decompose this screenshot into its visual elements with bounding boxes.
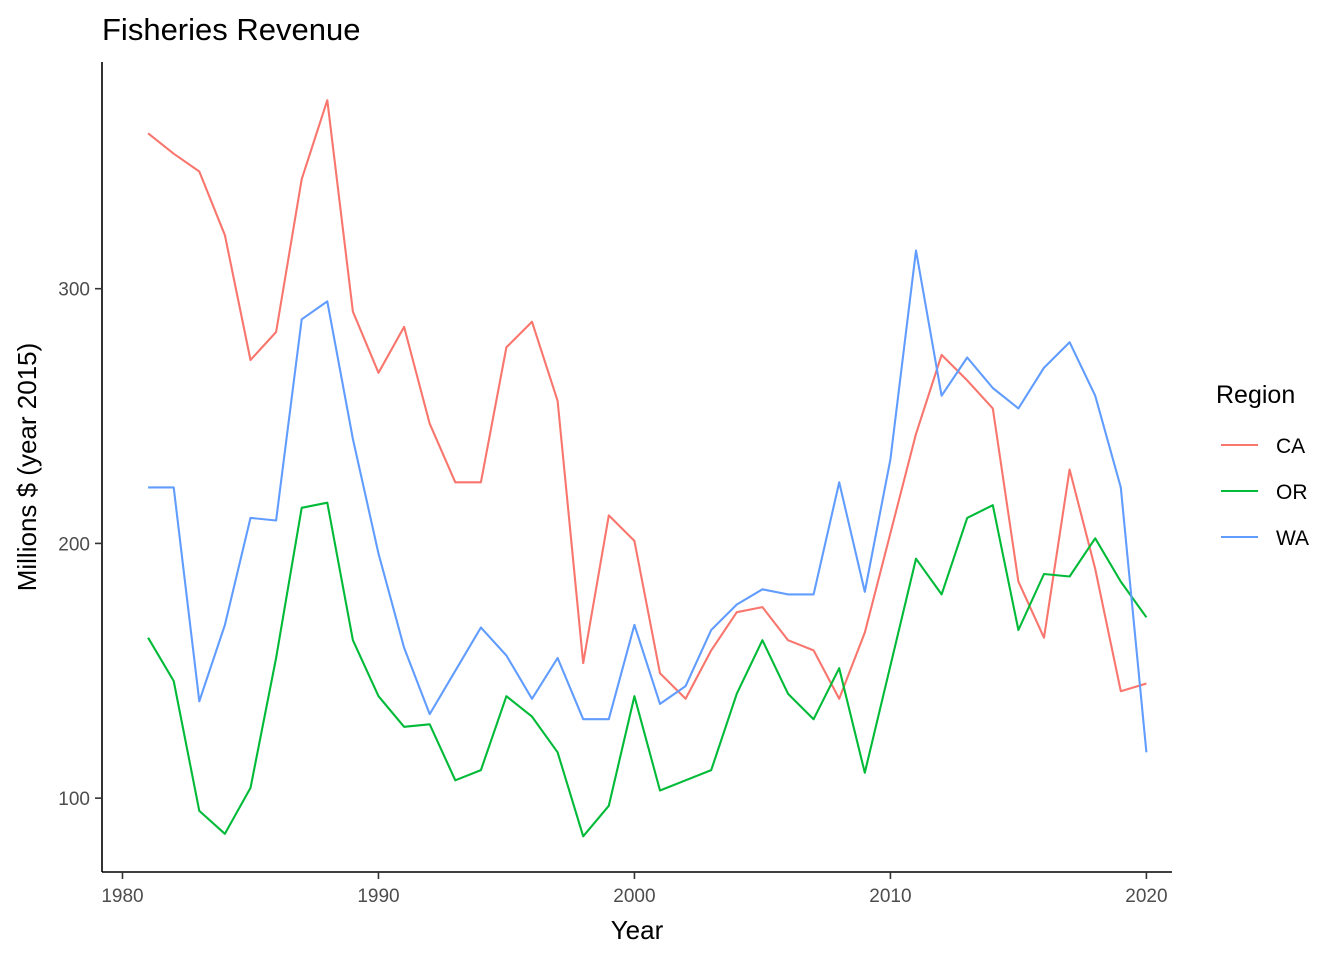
y-tick-label: 300: [58, 280, 90, 301]
x-tick-label: 2010: [869, 886, 911, 907]
x-tick-label: 1990: [357, 886, 399, 907]
x-axis-title: Year: [611, 915, 664, 945]
legend-title: Region: [1216, 381, 1295, 409]
y-tick-label: 200: [58, 534, 90, 555]
y-axis-ticks: 100 200 300: [58, 280, 102, 810]
series-line-ca: [147, 99, 1147, 700]
y-axis-title: Millions $ (year 2015): [12, 343, 42, 592]
legend: Region CA OR WA: [1216, 381, 1309, 550]
x-tick-label: 1980: [101, 886, 143, 907]
legend-label-ca: CA: [1276, 435, 1305, 458]
x-tick-label: 2000: [613, 886, 655, 907]
legend-label-or: OR: [1276, 481, 1308, 504]
x-tick-label: 2020: [1125, 886, 1167, 907]
y-tick-label: 100: [58, 789, 90, 810]
series-line-or: [147, 501, 1148, 838]
chart-title: Fisheries Revenue: [102, 12, 360, 47]
series-line-wa: [148, 249, 1148, 753]
x-axis-ticks: 1980 1990 2000 2010 2020: [101, 872, 1168, 907]
legend-label-wa: WA: [1276, 527, 1309, 550]
plot-area: [147, 99, 1148, 838]
